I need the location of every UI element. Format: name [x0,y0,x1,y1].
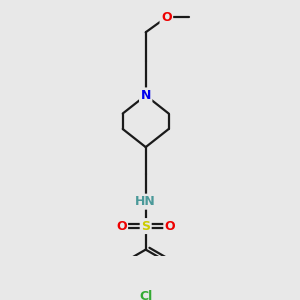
Text: S: S [141,220,150,232]
Text: N: N [140,89,151,102]
Text: O: O [161,11,172,24]
Text: HN: HN [135,195,156,208]
Text: O: O [116,220,127,232]
Text: Cl: Cl [139,290,152,300]
Text: O: O [165,220,176,232]
